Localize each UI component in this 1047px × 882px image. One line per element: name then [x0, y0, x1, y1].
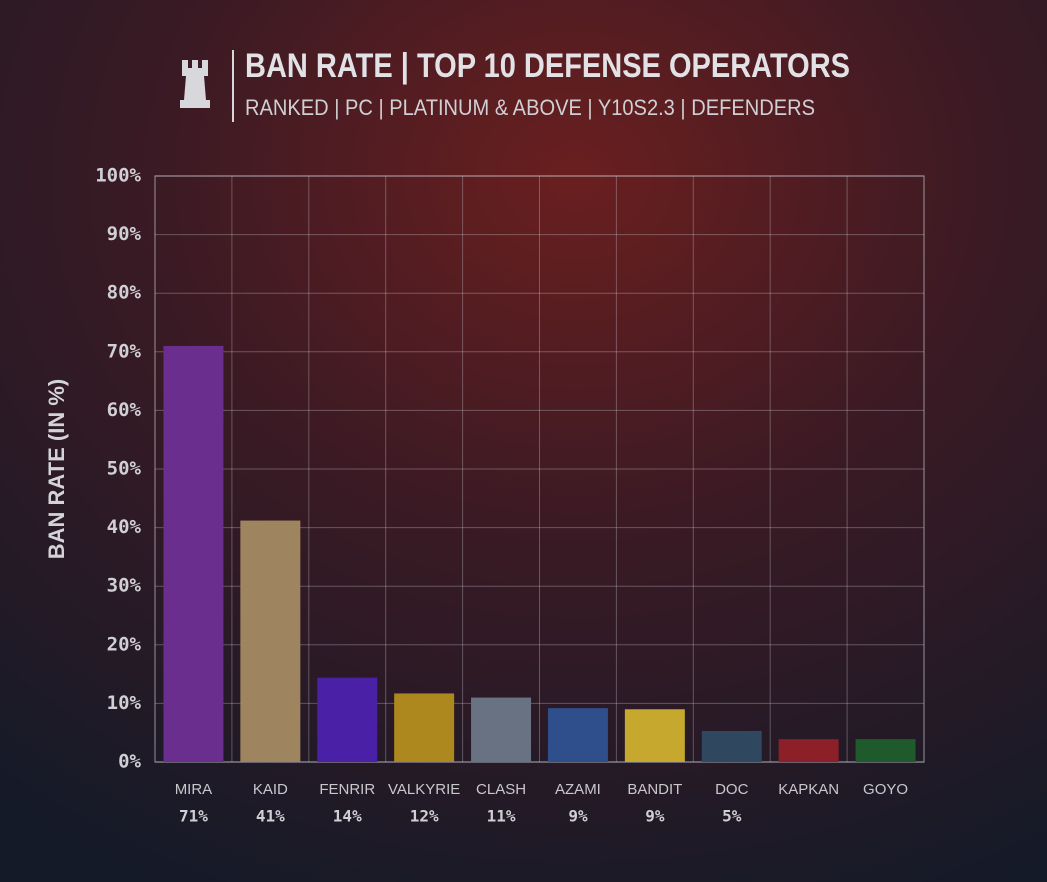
- bar: [163, 345, 224, 762]
- bar: [394, 693, 455, 762]
- bar: [701, 730, 762, 762]
- y-tick-label: 20%: [107, 633, 142, 655]
- y-tick-label: 50%: [107, 458, 142, 480]
- y-tick-label: 0%: [118, 751, 141, 773]
- bar: [547, 708, 608, 762]
- tower-icon: [180, 60, 210, 108]
- chart-subtitle: RANKED | PC | PLATINUM & ABOVE | Y10S2.3…: [245, 95, 815, 120]
- x-tick-label: FENRIR: [319, 781, 375, 798]
- x-tick-label: BANDIT: [627, 781, 682, 798]
- bar: [855, 739, 916, 762]
- y-tick-label: 80%: [107, 282, 142, 304]
- x-tick-label: CLASH: [476, 781, 526, 798]
- y-tick-label: 90%: [107, 223, 142, 245]
- x-tick-label: KAID: [253, 781, 288, 798]
- y-tick-label: 40%: [107, 516, 142, 538]
- x-tick-label: KAPKAN: [778, 781, 839, 798]
- y-tick-label: 10%: [107, 692, 142, 714]
- bar: [317, 677, 378, 762]
- bar: [240, 520, 301, 762]
- value-label: 5%: [722, 807, 742, 826]
- y-tick-label: 100%: [95, 165, 141, 187]
- x-tick-label: DOC: [715, 781, 749, 798]
- value-label: 9%: [568, 807, 588, 826]
- plot-border: [154, 175, 925, 763]
- y-axis-label: BAN RATE (IN %): [44, 379, 69, 559]
- value-label: 41%: [256, 807, 285, 826]
- bar: [778, 739, 839, 762]
- value-label: 11%: [487, 807, 516, 826]
- x-tick-label: MIRA: [175, 781, 213, 798]
- value-label: 71%: [179, 807, 208, 826]
- value-label: 12%: [410, 807, 439, 826]
- y-tick-label: 30%: [107, 575, 142, 597]
- bar: [471, 697, 532, 762]
- chart-title: BAN RATE | TOP 10 DEFENSE OPERATORS: [245, 47, 850, 85]
- value-label: 14%: [333, 807, 362, 826]
- x-tick-label: GOYO: [863, 781, 908, 798]
- x-tick-label: VALKYRIE: [388, 781, 460, 798]
- y-tick-label: 60%: [107, 399, 142, 421]
- value-label: 9%: [645, 807, 665, 826]
- x-tick-label: AZAMI: [555, 781, 601, 798]
- y-tick-label: 70%: [107, 340, 142, 362]
- bar: [624, 709, 685, 762]
